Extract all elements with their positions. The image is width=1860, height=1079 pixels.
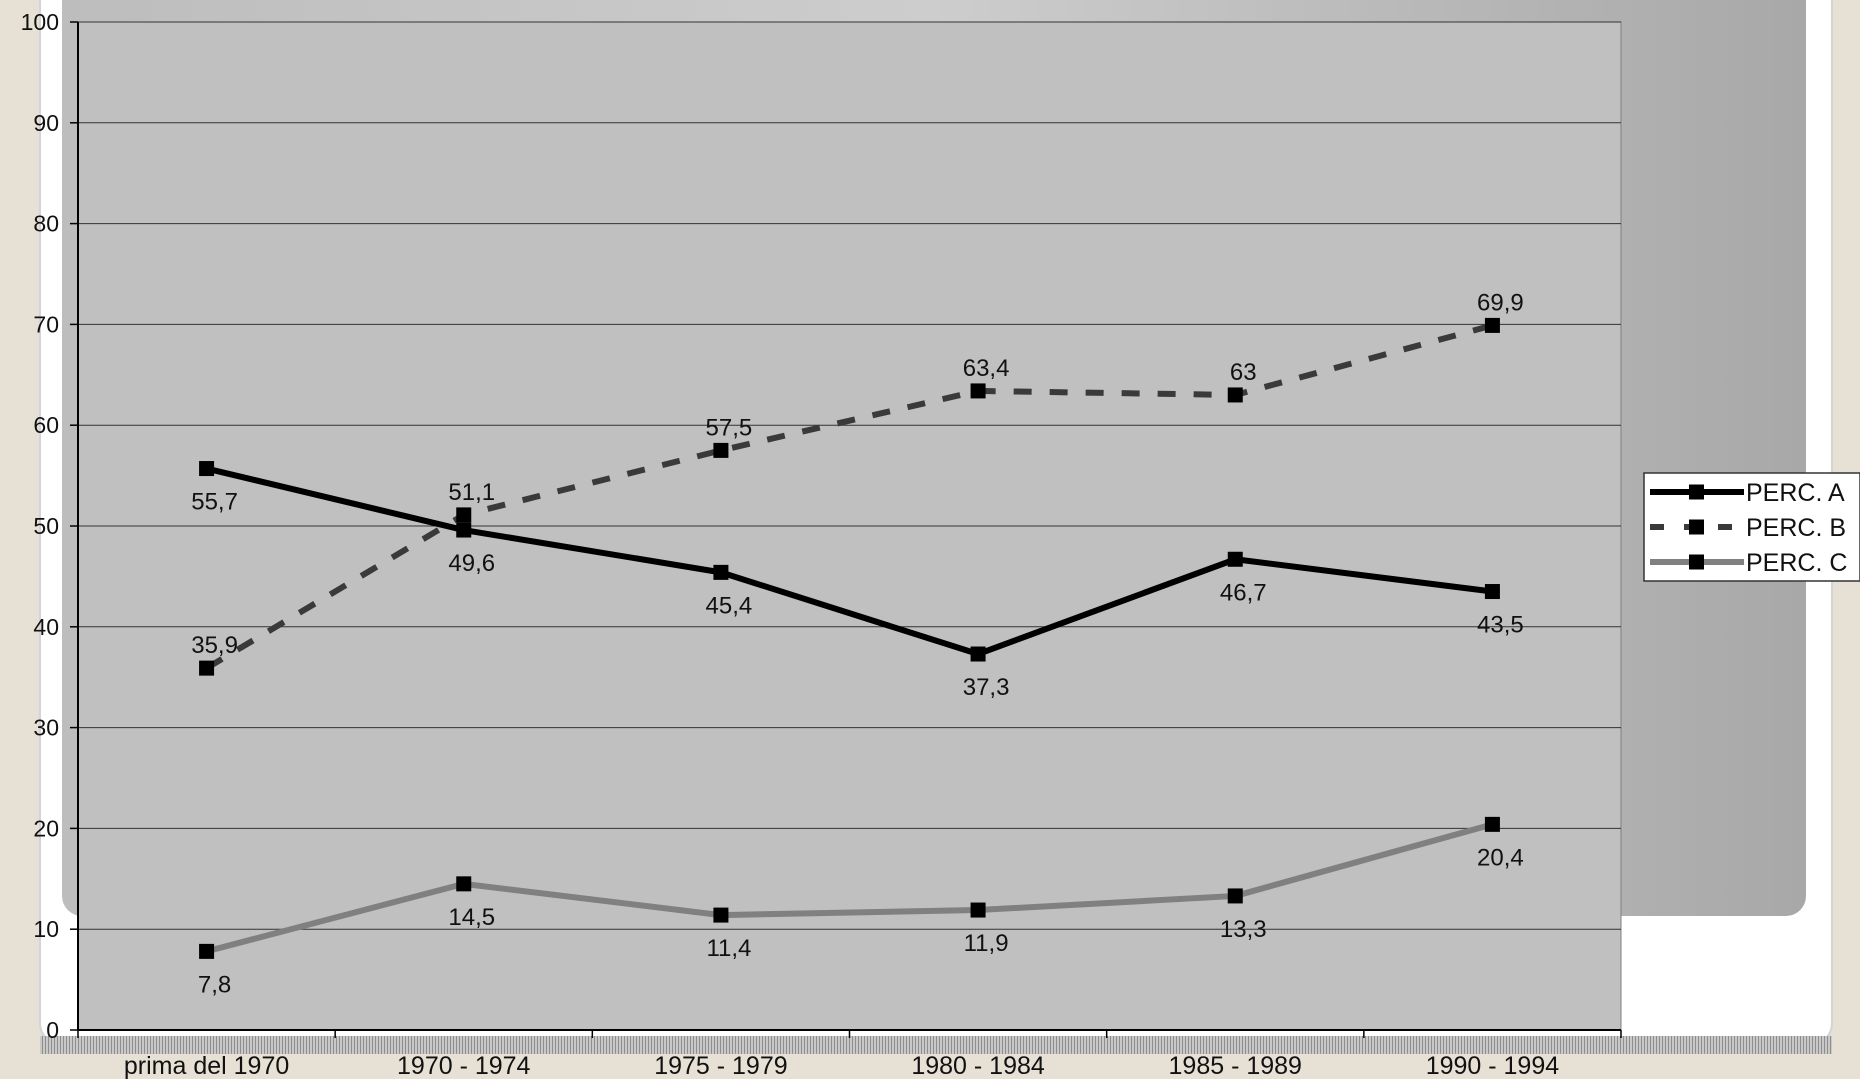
data-label: 43,5 (1477, 612, 1524, 639)
data-point (1227, 387, 1243, 403)
x-tick-label: prima del 1970 (124, 1052, 289, 1079)
legend-marker (1689, 554, 1704, 570)
data-label: 11,9 (964, 930, 1009, 957)
data-label: 35,9 (191, 632, 238, 659)
legend-label: PERC. A (1746, 479, 1845, 507)
data-label: 45,4 (706, 592, 753, 619)
y-tick-label: 100 (21, 9, 59, 35)
data-label: 46,7 (1220, 579, 1267, 606)
data-point (199, 660, 215, 676)
data-label: 49,6 (448, 550, 495, 577)
y-tick-label: 90 (33, 110, 59, 136)
data-label: 63 (1230, 359, 1257, 386)
y-tick-label: 80 (33, 211, 59, 237)
data-label: 20,4 (1477, 844, 1524, 871)
data-point (1484, 317, 1500, 333)
data-point (1484, 584, 1500, 600)
legend: PERC. A PERC. B PERC. C (1643, 472, 1860, 582)
data-label: 14,5 (448, 904, 495, 931)
y-tick-label: 50 (33, 513, 59, 539)
y-tick-label: 20 (33, 815, 59, 841)
legend-label: PERC. C (1746, 549, 1847, 577)
legend-marker (1689, 484, 1704, 500)
gridlines (78, 21, 1621, 930)
y-tick-label: 60 (33, 412, 59, 438)
data-label: 63,4 (963, 355, 1010, 382)
x-tick-label: 1985 - 1989 (1169, 1052, 1302, 1079)
data-point (456, 507, 472, 523)
y-axis-ticks: 0 10 20 30 40 50 60 70 80 90 100 (21, 9, 78, 1043)
data-label: 57,5 (706, 414, 753, 441)
data-label: 51,1 (448, 479, 495, 506)
legend-marker (1689, 519, 1704, 535)
data-label: 55,7 (191, 489, 238, 516)
data-point (970, 902, 986, 918)
x-axis-ticks: prima del 1970 1970 - 1974 1975 - 1979 1980… (77, 1030, 1622, 1079)
legend-label: PERC. B (1746, 514, 1846, 542)
y-tick-label: 40 (33, 614, 59, 640)
data-label: 37,3 (963, 674, 1010, 701)
data-label: 7,8 (198, 971, 231, 998)
data-point (199, 461, 215, 477)
y-tick-label: 0 (46, 1017, 59, 1043)
x-tick-label: 1990 - 1994 (1426, 1052, 1560, 1079)
data-label: 13,3 (1220, 916, 1267, 943)
data-label: 69,9 (1477, 289, 1524, 316)
data-point (713, 564, 729, 580)
data-labels: 55,7 49,6 45,4 37,3 46,7 43,5 35,9 51,1 57,5 63,4… (191, 289, 1524, 998)
data-point (456, 876, 472, 892)
y-tick-label: 70 (33, 311, 59, 337)
x-tick-label: 1975 - 1979 (654, 1052, 787, 1079)
series-line (205, 821, 1494, 955)
data-point (970, 383, 986, 399)
x-tick-label: 1980 - 1984 (911, 1052, 1045, 1079)
data-point (1484, 816, 1500, 832)
y-tick-label: 10 (33, 916, 59, 942)
data-point (1227, 551, 1243, 567)
y-tick-label: 30 (33, 715, 59, 741)
data-point (970, 646, 986, 662)
data-point (713, 442, 729, 458)
data-point (199, 943, 215, 959)
data-label: 11,4 (706, 935, 751, 962)
data-point (713, 907, 729, 923)
x-tick-label: 1970 - 1974 (397, 1052, 531, 1079)
data-point (456, 522, 472, 538)
data-point (1227, 888, 1243, 904)
series-line (205, 322, 1494, 671)
series-line (205, 465, 1493, 658)
series-layer (199, 317, 1500, 959)
